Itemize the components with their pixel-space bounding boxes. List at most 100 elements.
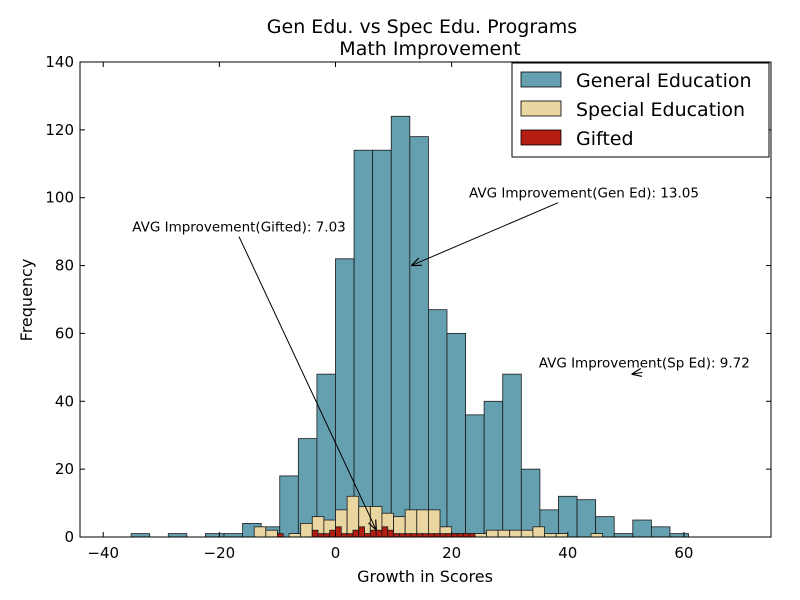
bar-gifted (468, 533, 476, 538)
bar-gifted (335, 526, 342, 538)
bar-special-education (253, 526, 267, 538)
bar-general-education (279, 475, 299, 538)
bar-gifted (311, 529, 319, 538)
x-tick-label: 40 (558, 544, 577, 562)
bar-gifted (393, 533, 400, 538)
legend-label-gifted: Gifted (576, 128, 634, 150)
bar-special-education (497, 529, 511, 538)
bar-gifted (457, 533, 464, 538)
bar-gifted (369, 529, 377, 538)
bar-gifted (433, 533, 441, 538)
chart-title: Gen Edu. vs Spec Edu. Programs (267, 16, 577, 38)
bar-general-education (223, 533, 243, 538)
bar-gifted (445, 533, 453, 538)
y-tick-label: 100 (45, 189, 74, 207)
bar-general-education (316, 373, 336, 538)
bar-general-education (372, 149, 392, 538)
y-tick-label: 20 (55, 460, 74, 478)
bar-general-education (446, 333, 466, 538)
bar-gifted (364, 533, 371, 538)
annotation-text: AVG Improvement(Sp Ed): 9.72 (539, 355, 750, 371)
bar-gifted (277, 533, 284, 538)
x-axis-label: Growth in Scores (357, 567, 493, 586)
series-general-education (130, 115, 689, 538)
bar-special-education (509, 529, 522, 538)
y-tick-label: 140 (45, 53, 74, 71)
annotations-layer: AVG Improvement(Gen Ed): 13.05 AVG Improv… (132, 186, 750, 531)
plot-frame (79, 61, 772, 538)
legend-label-special-education: Special Education (576, 99, 745, 121)
bar-gifted (451, 533, 458, 538)
bar-general-education (483, 400, 504, 538)
bar-general-education (335, 258, 355, 538)
bar-gifted (398, 533, 406, 538)
legend-swatch-special-education (520, 100, 562, 117)
bar-general-education (650, 526, 671, 538)
chart-subtitle: Math Improvement (339, 38, 520, 60)
bar-general-education (390, 115, 411, 538)
bar-general-education (353, 149, 374, 538)
bar-special-education (416, 509, 429, 538)
bar-special-education (265, 529, 278, 538)
x-tick-label: 20 (442, 544, 461, 562)
bar-special-education (300, 523, 313, 538)
annotation-text: AVG Improvement(Gifted): 7.03 (132, 220, 346, 236)
y-tick-label: 40 (55, 392, 74, 410)
bar-general-education (428, 309, 448, 538)
bar-gifted (439, 533, 447, 538)
series-special-education (253, 495, 604, 538)
y-axis-label: Frequency (17, 259, 36, 342)
bar-gifted (346, 533, 354, 538)
bar-general-education (576, 499, 597, 538)
annotation-arrow (632, 372, 643, 374)
x-tick-label: −40 (87, 544, 119, 562)
bar-gifted (410, 533, 418, 538)
bar-general-education (409, 136, 429, 538)
legend-label-general-education: General Education (576, 70, 752, 92)
bars-layer (130, 115, 689, 538)
legend: General Education Special Education Gift… (511, 62, 770, 158)
bar-special-education (590, 533, 604, 538)
y-tick-label: 120 (45, 121, 74, 139)
x-tick-label: 60 (674, 544, 693, 562)
bar-gifted (340, 533, 348, 538)
bar-special-education (288, 533, 302, 538)
bar-general-education (558, 495, 578, 538)
bar-general-education (167, 533, 188, 538)
legend-swatch-general-education (520, 71, 562, 88)
bar-special-education (486, 529, 499, 538)
bar-general-education (669, 533, 689, 538)
bar-special-education (544, 533, 557, 538)
annotation-text: AVG Improvement(Gen Ed): 13.05 (469, 186, 699, 202)
y-tick-label: 60 (55, 324, 74, 342)
x-tick-label: 0 (331, 544, 341, 562)
bar-general-education (465, 414, 485, 538)
ticks-layer: −40 −20 0 20 40 60 0 20 40 60 80 100 120 140 (45, 53, 771, 562)
bar-gifted (358, 526, 365, 538)
bar-special-education (474, 533, 487, 538)
y-tick-label: 80 (55, 257, 74, 275)
bar-general-education (205, 533, 225, 538)
bar-gifted (387, 529, 394, 538)
legend-swatch-gifted (520, 129, 562, 146)
bar-special-education (428, 509, 441, 538)
annotation-arrow (238, 236, 376, 531)
bar-general-education (130, 533, 151, 538)
bar-gifted (462, 533, 470, 538)
bar-gifted (404, 533, 412, 538)
bar-general-education (502, 373, 522, 538)
y-tick-label: 0 (64, 528, 74, 546)
bar-gifted (352, 529, 360, 538)
bar-special-education (555, 533, 569, 538)
bar-special-education (532, 526, 545, 538)
x-tick-label: −20 (204, 544, 236, 562)
bar-gifted (416, 533, 423, 538)
bar-special-education (520, 529, 534, 538)
bar-special-education (404, 509, 418, 538)
bar-gifted (422, 533, 429, 538)
bar-general-education (632, 519, 652, 538)
bar-gifted (381, 526, 389, 538)
annotation-arrow (411, 202, 559, 266)
bar-gifted (428, 533, 435, 538)
